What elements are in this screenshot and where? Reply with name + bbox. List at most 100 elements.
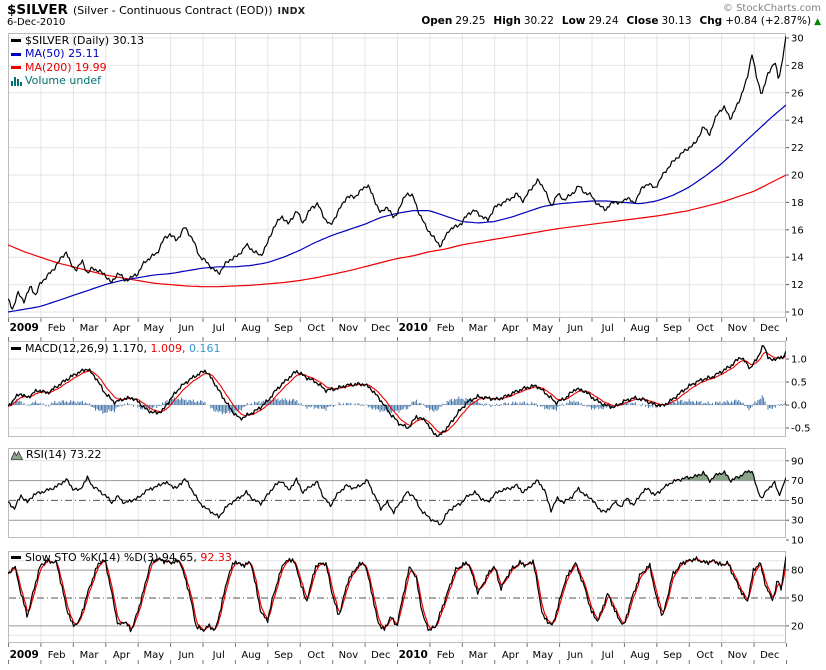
month-label: Jul: [601, 323, 614, 334]
low-value: 29.24: [588, 15, 619, 27]
month-label: 2010: [399, 649, 428, 661]
month-label: May: [533, 650, 554, 661]
price-legend-label: $SILVER (Daily) 30.13: [25, 34, 145, 47]
y-axis-label: 22: [791, 143, 804, 154]
month-label: Mar: [80, 650, 100, 661]
price-panel-legend: $SILVER (Daily) 30.13 MA(50) 25.11 MA(20…: [11, 34, 144, 88]
month-label: Sep: [274, 650, 293, 661]
month-label: Nov: [339, 650, 359, 661]
y-axis-label: 0.0: [791, 401, 807, 412]
close-value: 30.13: [661, 15, 692, 27]
chart-date: 6-Dec-2010: [7, 17, 66, 28]
y-axis-label: 10: [791, 536, 804, 547]
y-axis-label: 90: [791, 456, 804, 467]
y-axis-label: 20: [791, 621, 804, 632]
month-label: Oct: [307, 323, 324, 334]
macd-panel: 1.0 0.5 0.0 -0.5: [8, 341, 811, 437]
month-label: Jun: [177, 650, 194, 661]
y-axis-label: 30: [791, 34, 804, 45]
month-label: Aug: [630, 323, 650, 334]
legend-row-volume: Volume undef: [11, 74, 144, 87]
ohlc-quote-bar: Open 29.25 High 30.22 Low 29.24 Close 30.13 …: [421, 15, 821, 27]
rsi-line: [8, 469, 786, 526]
sto-d-value: 92.33: [200, 551, 232, 564]
sto-k-line: [8, 556, 786, 633]
macd-signal-value: 1.009,: [150, 342, 186, 355]
legend-row-ma200: MA(200) 19.99: [11, 61, 144, 74]
open-label: Open: [421, 15, 453, 27]
month-label: Dec: [760, 650, 779, 661]
high-value: 30.22: [523, 15, 554, 27]
month-label: Feb: [437, 650, 455, 661]
ma50-legend-label: MA(50) 25.11: [25, 47, 100, 61]
y-axis-label: 10: [791, 308, 804, 319]
y-axis-label: 16: [791, 225, 804, 236]
chg-label: Chg: [699, 15, 723, 27]
sto-panel: 80 50 20: [8, 551, 804, 643]
y-axis-label: 30: [791, 516, 804, 527]
rsi-overbought-fill: [65, 470, 786, 481]
month-label: Apr: [502, 650, 520, 661]
month-label: Mar: [469, 323, 489, 334]
volume-legend-label: Volume undef: [25, 74, 101, 88]
exchange-label: INDX: [277, 6, 306, 17]
legend-row-sto: Slow STO %K(14) %D(3) 94.65, 92.33: [11, 551, 232, 564]
month-label: Nov: [728, 650, 748, 661]
low-label: Low: [561, 15, 586, 27]
month-label: May: [533, 323, 554, 334]
ma200-swatch-icon: [11, 65, 21, 69]
month-label: Aug: [630, 650, 650, 661]
ma50-swatch-icon: [11, 52, 21, 56]
volume-histogram-icon: [11, 76, 22, 86]
up-arrow-icon: ▲: [814, 17, 821, 27]
high-label: High: [493, 15, 521, 27]
month-label: Sep: [274, 323, 293, 334]
month-label: Apr: [113, 323, 131, 334]
y-axis-label: 24: [791, 116, 804, 127]
chg-value: +0.84 (+2.87%): [725, 15, 812, 27]
month-label: Dec: [371, 323, 390, 334]
rsi-legend-label: RSI(14) 73.22: [26, 448, 102, 461]
y-axis-label: 26: [791, 88, 804, 99]
month-label: Feb: [437, 323, 455, 334]
sto-panel-legend: Slow STO %K(14) %D(3) 94.65, 92.33: [11, 551, 232, 564]
month-label: Jul: [212, 650, 225, 661]
y-axis-label: 12: [791, 280, 804, 291]
legend-row-price: $SILVER (Daily) 30.13: [11, 34, 144, 47]
y-axis-label: 18: [791, 198, 804, 209]
y-axis-label: 20: [791, 171, 804, 182]
month-label: Apr: [502, 323, 520, 334]
legend-row-ma50: MA(50) 25.11: [11, 47, 144, 60]
sto-legend-label: Slow STO %K(14) %D(3) 94.65,: [25, 551, 197, 564]
month-label: 2009: [10, 649, 39, 661]
month-label: Aug: [241, 650, 261, 661]
ma200-line: [8, 174, 786, 288]
price-swatch-icon: [11, 39, 21, 43]
quote-change: Chg +0.84 (+2.87%) ▲: [700, 15, 822, 27]
copyright-text: © StockCharts.com: [722, 3, 821, 14]
close-label: Close: [626, 15, 659, 27]
month-label: Feb: [48, 323, 66, 334]
y-axis-label: 1.0: [791, 355, 807, 366]
quote-close: Close 30.13: [627, 15, 692, 27]
month-label: Jun: [566, 323, 583, 334]
month-label: Apr: [113, 650, 131, 661]
sto-swatch-icon: [11, 556, 21, 560]
month-label: Mar: [469, 650, 489, 661]
y-axis-label: 50: [791, 496, 804, 507]
month-label: Dec: [760, 323, 779, 334]
legend-row-rsi: RSI(14) 73.22: [11, 448, 101, 461]
macd-swatch-icon: [11, 347, 21, 351]
month-label: 2009: [10, 322, 39, 334]
month-label: 2010: [399, 322, 428, 334]
macd-legend-label: MACD(12,26,9) 1.170,: [25, 342, 148, 355]
open-value: 29.25: [455, 15, 486, 27]
macd-hist-value: 0.161: [189, 342, 221, 355]
month-label: Oct: [696, 650, 713, 661]
y-axis-label: 28: [791, 61, 804, 72]
y-axis-label: 14: [791, 253, 804, 264]
rsi-panel-legend: RSI(14) 73.22: [11, 448, 101, 461]
ma200-legend-label: MA(200) 19.99: [25, 60, 107, 74]
